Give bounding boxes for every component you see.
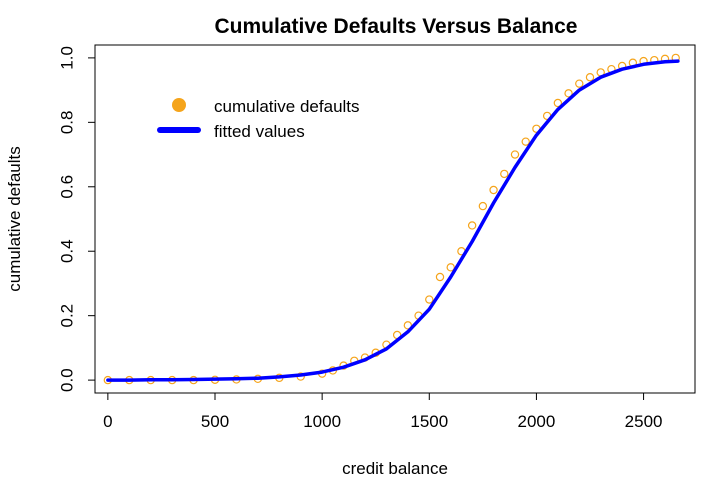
y-tick-label: 0.8 bbox=[57, 111, 76, 135]
x-axis-label: credit balance bbox=[342, 459, 448, 478]
data-point bbox=[489, 185, 498, 195]
data-point bbox=[521, 137, 530, 146]
y-tick-label: 0.4 bbox=[57, 239, 76, 263]
legend-label-fitted-values: fitted values bbox=[214, 122, 305, 141]
y-axis: 0.0 0.2 0.4 0.6 0.8 1.0 bbox=[57, 46, 96, 392]
y-tick-label: 0.6 bbox=[57, 175, 76, 199]
x-tick-label: 1500 bbox=[410, 412, 448, 431]
data-point bbox=[446, 263, 455, 272]
legend: cumulative defaults fitted values bbox=[157, 97, 360, 141]
data-point bbox=[435, 272, 445, 282]
y-tick-label: 1.0 bbox=[57, 46, 76, 70]
scatter-points bbox=[103, 53, 680, 385]
data-point bbox=[478, 201, 488, 211]
data-point bbox=[575, 79, 584, 88]
x-tick-label: 0 bbox=[103, 412, 112, 431]
data-point bbox=[585, 73, 595, 82]
x-tick-label: 2000 bbox=[518, 412, 556, 431]
chart-title: Cumulative Defaults Versus Balance bbox=[215, 15, 578, 38]
y-axis-label: cumulative defaults bbox=[5, 146, 24, 292]
data-point bbox=[425, 295, 434, 304]
data-point bbox=[467, 221, 477, 230]
x-axis: 0 500 1000 1500 2000 2500 bbox=[103, 392, 663, 431]
fitted-values-line bbox=[106, 59, 680, 382]
legend-label-cumulative-defaults: cumulative defaults bbox=[214, 97, 360, 116]
y-tick-label: 0.0 bbox=[57, 368, 76, 392]
x-tick-label: 2500 bbox=[625, 412, 663, 431]
data-point bbox=[553, 98, 563, 108]
data-point bbox=[564, 89, 573, 98]
data-point bbox=[500, 169, 509, 179]
data-point bbox=[403, 321, 413, 330]
x-tick-label: 1000 bbox=[303, 412, 341, 431]
x-tick-label: 500 bbox=[201, 412, 229, 431]
legend-marker-cumulative-defaults bbox=[172, 98, 186, 112]
y-tick-label: 0.2 bbox=[57, 304, 76, 328]
data-point bbox=[510, 150, 520, 159]
fitted-line-layer bbox=[106, 59, 680, 382]
